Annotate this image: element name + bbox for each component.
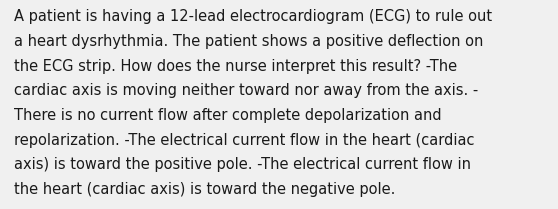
Text: cardiac axis is moving neither toward nor away from the axis. -: cardiac axis is moving neither toward no… — [14, 83, 478, 98]
Text: repolarization. -The electrical current flow in the heart (cardiac: repolarization. -The electrical current … — [14, 133, 474, 148]
Text: axis) is toward the positive pole. -The electrical current flow in: axis) is toward the positive pole. -The … — [14, 157, 471, 172]
Text: A patient is having a 12-lead electrocardiogram (ECG) to rule out: A patient is having a 12-lead electrocar… — [14, 9, 492, 24]
Text: There is no current flow after complete depolarization and: There is no current flow after complete … — [14, 108, 441, 123]
Text: a heart dysrhythmia. The patient shows a positive deflection on: a heart dysrhythmia. The patient shows a… — [14, 34, 483, 49]
Text: the heart (cardiac axis) is toward the negative pole.: the heart (cardiac axis) is toward the n… — [14, 182, 395, 197]
Text: the ECG strip. How does the nurse interpret this result? -The: the ECG strip. How does the nurse interp… — [14, 59, 457, 74]
